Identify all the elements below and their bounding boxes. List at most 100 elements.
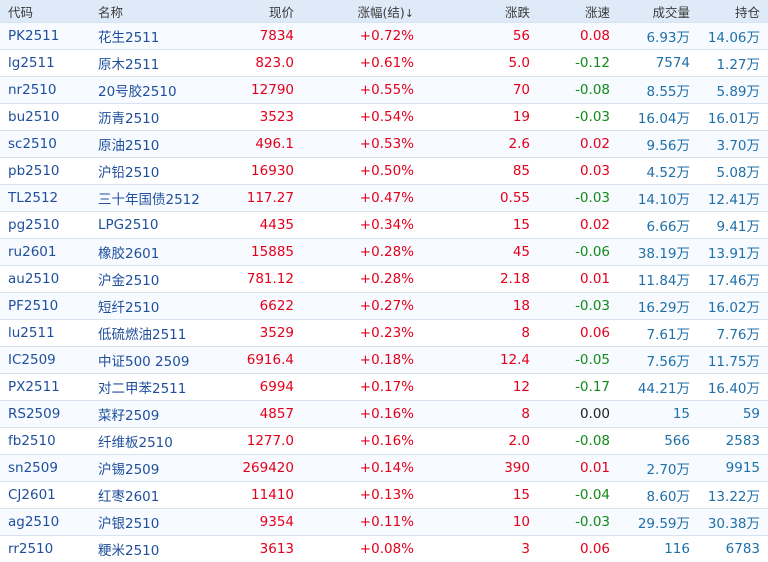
open-interest-cell: 16.02万	[698, 293, 768, 320]
name-cell[interactable]: 橡胶2601	[90, 239, 230, 266]
code-cell[interactable]: lg2511	[0, 50, 90, 77]
code-cell[interactable]: au2510	[0, 266, 90, 293]
speed-cell: 0.00	[538, 401, 618, 428]
code-cell[interactable]: nr2510	[0, 77, 90, 104]
name-cell[interactable]: 三十年国债2512	[90, 185, 230, 212]
name-cell[interactable]: 低硫燃油2511	[90, 320, 230, 347]
code-cell[interactable]: bu2510	[0, 104, 90, 131]
price-cell: 3529	[230, 320, 302, 347]
column-header-open-interest[interactable]: 持仓	[698, 0, 768, 23]
code-cell[interactable]: CJ2601	[0, 482, 90, 509]
name-cell[interactable]: 沪铅2510	[90, 158, 230, 185]
volume-cell: 8.55万	[618, 77, 698, 104]
name-cell[interactable]: 20号胶2510	[90, 77, 230, 104]
open-interest-cell: 13.22万	[698, 482, 768, 509]
name-cell[interactable]: 原油2510	[90, 131, 230, 158]
column-header-speed[interactable]: 涨速	[538, 0, 618, 23]
name-cell[interactable]: 粳米2510	[90, 536, 230, 562]
name-cell[interactable]: 短纤2510	[90, 293, 230, 320]
code-cell[interactable]: ag2510	[0, 509, 90, 536]
code-cell[interactable]: PF2510	[0, 293, 90, 320]
change-cell: 0.55	[422, 185, 538, 212]
code-cell[interactable]: ru2601	[0, 239, 90, 266]
name-cell[interactable]: 红枣2601	[90, 482, 230, 509]
name-cell[interactable]: 沥青2510	[90, 104, 230, 131]
name-cell[interactable]: 沪银2510	[90, 509, 230, 536]
code-cell[interactable]: rr2510	[0, 536, 90, 562]
column-header-change[interactable]: 涨跌	[422, 0, 538, 23]
code-cell[interactable]: RS2509	[0, 401, 90, 428]
code-cell[interactable]: PK2511	[0, 23, 90, 50]
code-cell[interactable]: IC2509	[0, 347, 90, 374]
name-cell[interactable]: 菜籽2509	[90, 401, 230, 428]
name-cell[interactable]: 花生2511	[90, 23, 230, 50]
change-cell: 10	[422, 509, 538, 536]
code-cell[interactable]: PX2511	[0, 374, 90, 401]
price-cell: 117.27	[230, 185, 302, 212]
change-percent-cell: +0.23%	[302, 320, 422, 347]
price-cell: 496.1	[230, 131, 302, 158]
volume-cell: 44.21万	[618, 374, 698, 401]
column-header-name[interactable]: 名称	[90, 0, 230, 23]
open-interest-cell: 5.89万	[698, 77, 768, 104]
name-cell[interactable]: 原木2511	[90, 50, 230, 77]
price-cell: 4857	[230, 401, 302, 428]
code-cell[interactable]: sn2509	[0, 455, 90, 482]
code-cell[interactable]: fb2510	[0, 428, 90, 455]
speed-cell: 0.01	[538, 266, 618, 293]
column-header-code[interactable]: 代码	[0, 0, 90, 23]
change-cell: 15	[422, 212, 538, 239]
name-cell[interactable]: 沪锡2509	[90, 455, 230, 482]
volume-cell: 7.56万	[618, 347, 698, 374]
price-cell: 1277.0	[230, 428, 302, 455]
open-interest-cell: 14.06万	[698, 23, 768, 50]
volume-cell: 2.70万	[618, 455, 698, 482]
name-cell[interactable]: 对二甲苯2511	[90, 374, 230, 401]
code-cell[interactable]: sc2510	[0, 131, 90, 158]
volume-cell: 11.84万	[618, 266, 698, 293]
name-cell[interactable]: 纤维板2510	[90, 428, 230, 455]
code-cell[interactable]: lu2511	[0, 320, 90, 347]
column-header-pct[interactable]: 涨幅(结)↓	[302, 0, 422, 23]
price-cell: 3523	[230, 104, 302, 131]
code-cell[interactable]: TL2512	[0, 185, 90, 212]
price-cell: 781.12	[230, 266, 302, 293]
change-percent-cell: +0.27%	[302, 293, 422, 320]
code-cell[interactable]: pb2510	[0, 158, 90, 185]
open-interest-cell: 11.75万	[698, 347, 768, 374]
open-interest-cell: 9915	[698, 455, 768, 482]
name-cell[interactable]: 中证500 2509	[90, 347, 230, 374]
open-interest-cell: 16.40万	[698, 374, 768, 401]
code-cell[interactable]: pg2510	[0, 212, 90, 239]
speed-cell: -0.06	[538, 239, 618, 266]
name-cell[interactable]: 沪金2510	[90, 266, 230, 293]
name-cell[interactable]: LPG2510	[90, 212, 230, 239]
price-cell: 6622	[230, 293, 302, 320]
column-header-price[interactable]: 现价	[230, 0, 302, 23]
change-cell: 390	[422, 455, 538, 482]
speed-cell: -0.05	[538, 347, 618, 374]
column-header-volume[interactable]: 成交量	[618, 0, 698, 23]
change-percent-cell: +0.28%	[302, 239, 422, 266]
